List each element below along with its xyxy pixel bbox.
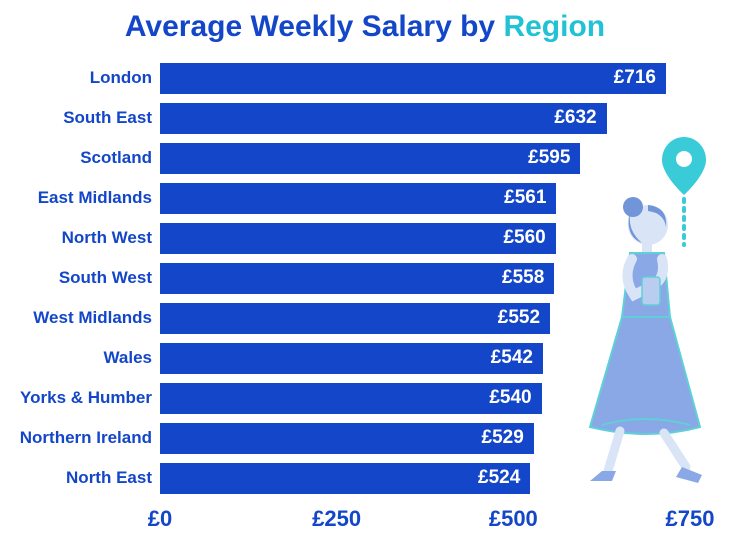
bar-row: Northern Ireland £529 [10, 418, 730, 458]
bar-row: Scotland £595 [10, 138, 730, 178]
chart-rows: London £716 South East £632 Scotland £595 East… [0, 58, 730, 498]
x-tick: £750 [666, 506, 715, 532]
x-tick: £250 [312, 506, 361, 532]
category-label: North East [10, 468, 160, 488]
bar-area: £552 [160, 303, 690, 334]
value-label: £716 [614, 67, 656, 89]
bar: £552 [160, 303, 550, 334]
x-axis-ticks: £0£250£500£750 [160, 506, 690, 534]
value-label: £524 [478, 467, 520, 489]
x-tick: £0 [148, 506, 172, 532]
value-label: £560 [503, 227, 545, 249]
bar-row: South East £632 [10, 98, 730, 138]
bar-row: Yorks & Humber £540 [10, 378, 730, 418]
bar: £716 [160, 63, 666, 94]
category-label: South East [10, 108, 160, 128]
value-label: £632 [554, 107, 596, 129]
bar: £558 [160, 263, 554, 294]
title-main: Average Weekly Salary by [125, 10, 504, 43]
bar: £524 [160, 463, 530, 494]
category-label: Scotland [10, 148, 160, 168]
bar-row: East Midlands £561 [10, 178, 730, 218]
bar-area: £558 [160, 263, 690, 294]
bar: £529 [160, 423, 534, 454]
category-label: Northern Ireland [10, 428, 160, 448]
bar-row: South West £558 [10, 258, 730, 298]
bar-area: £561 [160, 183, 690, 214]
category-label: London [10, 68, 160, 88]
bar-row: Wales £542 [10, 338, 730, 378]
bar: £560 [160, 223, 556, 254]
bar: £595 [160, 143, 580, 174]
bar-area: £529 [160, 423, 690, 454]
category-label: Yorks & Humber [10, 388, 160, 408]
value-label: £558 [502, 267, 544, 289]
bar-row: London £716 [10, 58, 730, 98]
bar: £540 [160, 383, 542, 414]
value-label: £529 [482, 427, 524, 449]
bar-area: £595 [160, 143, 690, 174]
bar: £542 [160, 343, 543, 374]
salary-bar-chart: Average Weekly Salary by Region Lond [0, 0, 730, 541]
bar: £561 [160, 183, 556, 214]
x-axis: £0 £250 £500 £750 [0, 506, 730, 534]
x-tick: £500 [489, 506, 538, 532]
value-label: £542 [491, 347, 533, 369]
category-label: South West [10, 268, 160, 288]
bar-area: £716 [160, 63, 690, 94]
value-label: £540 [489, 387, 531, 409]
value-label: £552 [498, 307, 540, 329]
bar-area: £524 [160, 463, 690, 494]
category-label: Wales [10, 348, 160, 368]
bar-row: West Midlands £552 [10, 298, 730, 338]
category-label: East Midlands [10, 188, 160, 208]
chart-title: Average Weekly Salary by Region [0, 10, 730, 44]
bar-area: £560 [160, 223, 690, 254]
bar-area: £542 [160, 343, 690, 374]
bar-area: £632 [160, 103, 690, 134]
category-label: North West [10, 228, 160, 248]
category-label: West Midlands [10, 308, 160, 328]
value-label: £561 [504, 187, 546, 209]
bar-row: North West £560 [10, 218, 730, 258]
bar: £632 [160, 103, 607, 134]
bar-area: £540 [160, 383, 690, 414]
bar-row: North East £524 [10, 458, 730, 498]
title-accent: Region [503, 10, 605, 43]
value-label: £595 [528, 147, 570, 169]
